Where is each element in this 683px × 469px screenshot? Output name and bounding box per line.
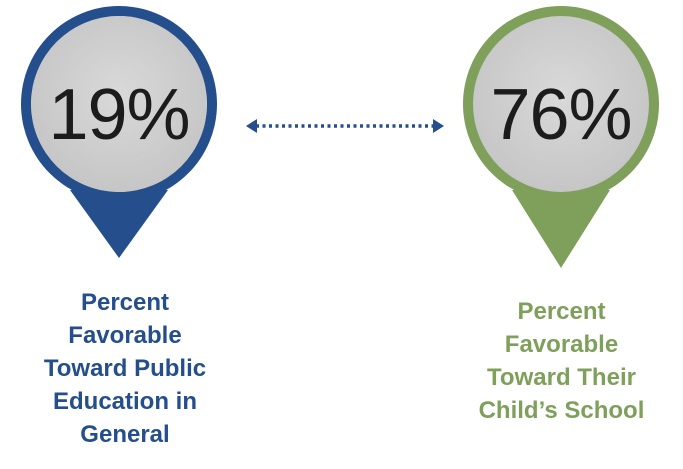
- right-caption-line: Percent: [517, 298, 606, 325]
- right-pin-marker: 76%: [456, 0, 666, 280]
- left-caption-line: Toward Public: [43, 355, 207, 382]
- right-caption-line: Toward Their: [487, 364, 636, 391]
- arrow-left-head-icon: [246, 119, 257, 133]
- left-caption-line: Education in: [53, 388, 197, 415]
- left-percent-value: 19%: [48, 75, 190, 155]
- right-caption-line: Child’s School: [478, 397, 645, 424]
- left-pin-shape: [21, 6, 217, 258]
- left-caption-line: Percent: [80, 289, 170, 316]
- left-caption: Percent Favorable Toward Public Educatio…: [0, 286, 250, 451]
- right-caption: Percent Favorable Toward Their Child’s S…: [440, 295, 683, 427]
- left-caption-line: Favorable: [68, 322, 182, 349]
- right-percent-value: 76%: [490, 75, 632, 155]
- left-caption-line: General: [80, 421, 170, 448]
- comparison-arrow: [242, 112, 448, 140]
- right-pin-shape: [463, 6, 659, 268]
- arrow-right-head-icon: [433, 119, 444, 133]
- right-caption-line: Favorable: [504, 331, 619, 358]
- left-pin-marker: 19%: [14, 0, 224, 280]
